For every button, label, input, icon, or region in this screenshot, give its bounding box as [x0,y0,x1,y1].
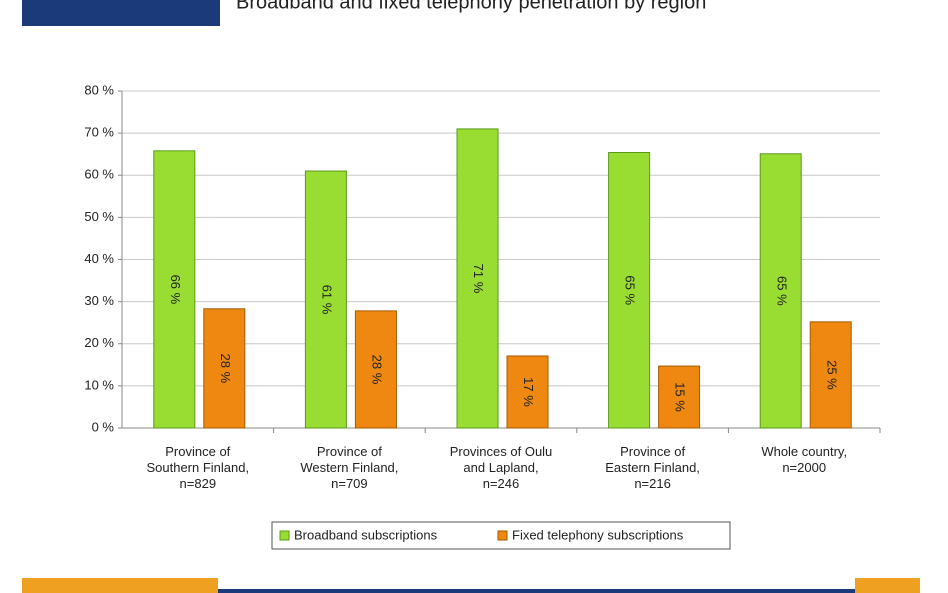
y-tick-label: 80 % [84,82,114,97]
legend-label: Fixed telephony subscriptions [512,527,684,542]
bar [153,150,196,429]
y-tick-label: 20 % [84,335,114,350]
bar [608,152,651,429]
y-tick-label: 50 % [84,209,114,224]
bar [456,128,499,429]
x-tick-label: Province of Southern Finland, n=829 [146,444,250,491]
data-label: 65 % [623,275,638,305]
y-tick-label: 60 % [84,167,114,182]
y-tick-label: 30 % [84,293,114,308]
y-tick-label: 10 % [84,377,114,392]
x-tick-label: Whole country, n=2000 [761,444,848,475]
bar [304,170,347,429]
legend-label: Broadband subscriptions [294,527,438,542]
legend-swatch [279,530,290,541]
footer-line [218,589,855,593]
data-label: 15 % [673,382,688,412]
y-tick-label: 70 % [84,125,114,140]
legend-swatch [497,530,508,541]
x-tick-label: Province of Western Finland, n=709 [300,444,399,491]
logo-box [22,0,220,26]
x-tick-label: Provinces of Oulu and Lapland, n=246 [449,444,553,491]
bar [759,153,802,429]
bar [658,365,701,429]
y-tick-label: 0 % [92,419,115,434]
data-label: 28 % [218,354,233,384]
bar [354,310,397,429]
data-label: 25 % [824,360,839,390]
bar [203,308,246,429]
data-label: 66 % [168,275,183,305]
chart-title: Broadband and fixed telephony penetratio… [236,0,706,13]
data-label: 71 % [471,264,486,294]
y-tick-label: 40 % [84,251,114,266]
data-label: 61 % [319,285,334,315]
data-label: 17 % [521,377,536,407]
x-tick-label: Province of Eastern Finland, n=216 [605,444,700,491]
data-label: 65 % [774,276,789,306]
footer-right [855,578,920,593]
bar [809,321,852,429]
footer-left [22,578,218,593]
data-label: 28 % [369,355,384,385]
bar [506,355,549,429]
